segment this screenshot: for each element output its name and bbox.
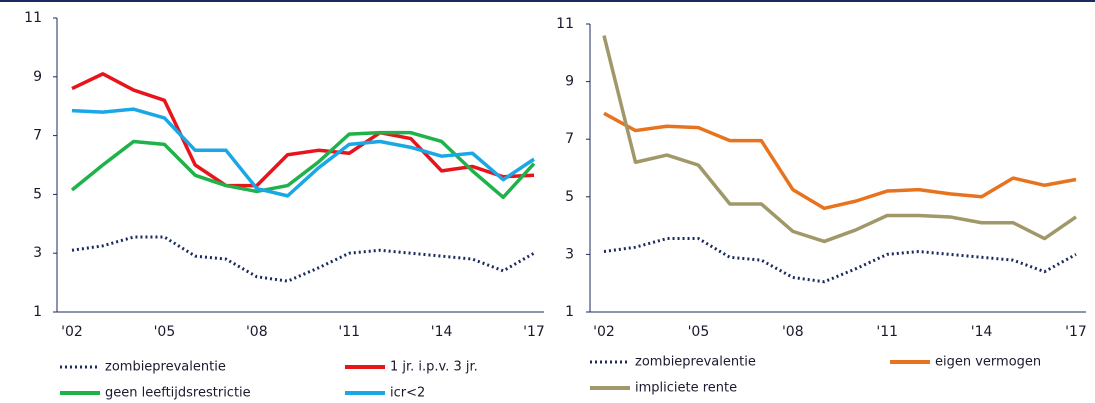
- legend-label: 1 jr. i.p.v. 3 jr.: [390, 360, 478, 375]
- series-line: [603, 111, 1077, 211]
- series-line: [71, 107, 535, 198]
- y-tick-label: 1: [33, 304, 42, 320]
- y-tick-label: 9: [33, 69, 42, 85]
- x-tick-label: '08: [246, 324, 268, 340]
- y-tick-label: 3: [565, 246, 574, 262]
- series-line: [602, 35, 1077, 244]
- y-tick-label: 7: [33, 128, 42, 144]
- legend-label: icr<2: [390, 386, 425, 401]
- legend-label: geen leeftijdsrestrictie: [105, 386, 251, 401]
- x-tick-label: '05: [688, 324, 710, 340]
- series-line: [71, 72, 535, 188]
- legend-label: zombieprevalentie: [635, 355, 756, 370]
- y-tick-label: 7: [565, 131, 574, 147]
- x-tick-label: '11: [876, 324, 898, 340]
- series-line: [603, 237, 1077, 284]
- x-tick-label: '08: [782, 324, 804, 340]
- x-tick-label: '02: [593, 324, 615, 340]
- y-tick-label: 1: [565, 304, 574, 320]
- legend-label: zombieprevalentie: [105, 360, 226, 375]
- series-line: [71, 235, 535, 283]
- x-tick-label: '14: [431, 324, 453, 340]
- y-tick-label: 5: [565, 189, 574, 205]
- x-tick-label: '02: [61, 324, 83, 340]
- legend-label: impliciete rente: [635, 381, 737, 396]
- y-tick-label: 9: [565, 74, 574, 90]
- y-tick-label: 3: [33, 245, 42, 261]
- y-tick-label: 11: [24, 10, 42, 26]
- x-tick-label: '14: [971, 324, 993, 340]
- x-tick-label: '05: [154, 324, 176, 340]
- y-tick-label: 11: [556, 16, 574, 32]
- x-tick-label: '11: [338, 324, 360, 340]
- y-tick-label: 5: [33, 186, 42, 202]
- legend-label: eigen vermogen: [935, 355, 1041, 370]
- x-tick-label: '17: [1065, 324, 1087, 340]
- x-tick-label: '17: [523, 324, 545, 340]
- series-line: [70, 130, 536, 200]
